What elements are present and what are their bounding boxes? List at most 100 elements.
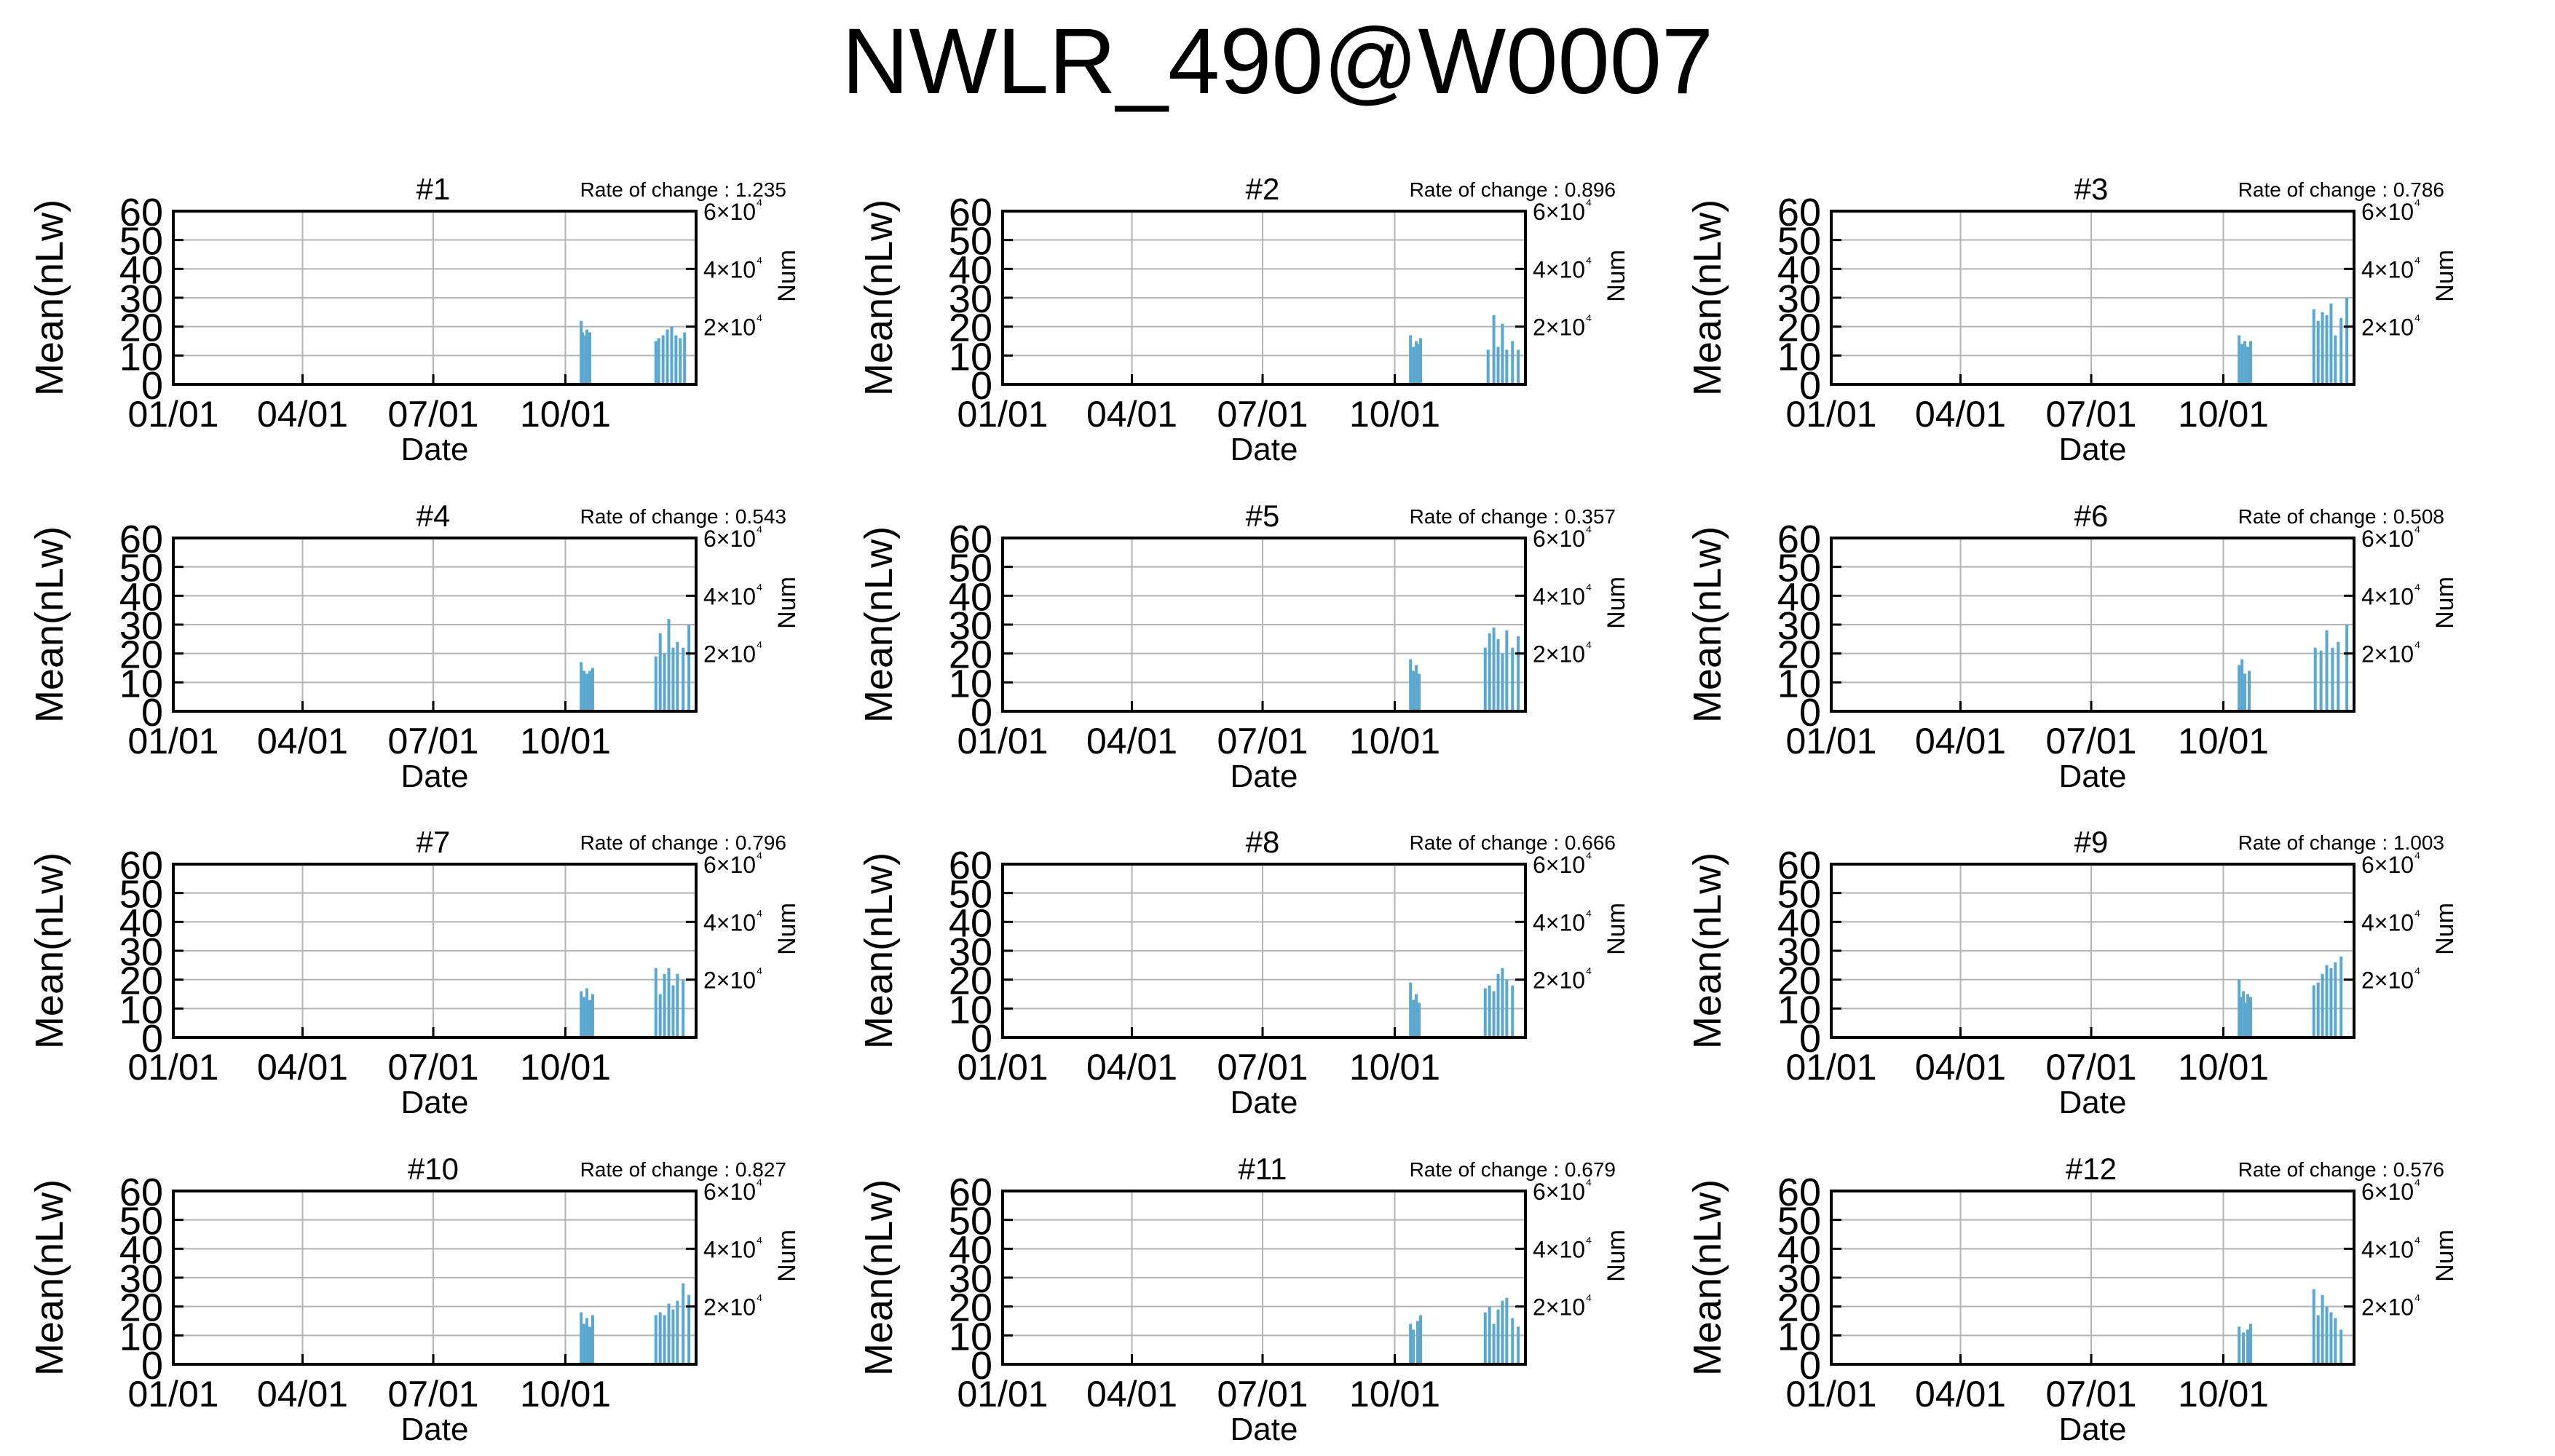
y-tick-label: 20 <box>119 633 163 677</box>
y-tick-label: 50 <box>949 220 992 264</box>
data-bar <box>583 997 586 1037</box>
y2-tick-label: 2×10⁴ <box>2361 638 2421 668</box>
data-bar <box>658 633 662 711</box>
y2-tick-label: 6×10⁴ <box>703 1175 763 1205</box>
y-tick-label: 40 <box>119 1228 163 1272</box>
y-tick-label: 20 <box>949 960 992 1003</box>
x-axis-label: Date <box>401 759 469 794</box>
data-bar <box>1511 341 1515 384</box>
x-tick-label: 04/01 <box>1915 1047 2006 1088</box>
y-axis-label: Mean(nLw) <box>28 1179 71 1376</box>
data-bar <box>583 670 586 711</box>
data-bar <box>666 329 669 384</box>
data-bar <box>1492 314 1496 384</box>
x-tick-label: 07/01 <box>387 1047 478 1088</box>
data-bar <box>1496 347 1500 384</box>
x-tick-label: 10/01 <box>2178 394 2269 435</box>
rate-of-change: Rate of change : 0.666 <box>1410 831 1616 854</box>
x-tick-label: 10/01 <box>520 394 611 435</box>
x-axis-label: Date <box>401 432 469 467</box>
data-bar <box>1501 968 1504 1037</box>
y-tick-label: 30 <box>949 930 992 974</box>
data-bar <box>1483 1312 1487 1364</box>
y2-tick-label: 4×10⁴ <box>703 579 763 609</box>
data-bar <box>580 991 583 1037</box>
rate-of-change: Rate of change : 0.796 <box>580 831 786 854</box>
data-bar <box>1492 627 1496 711</box>
data-bar <box>1501 653 1504 711</box>
y-tick-label: 10 <box>949 335 992 379</box>
y-tick-label: 60 <box>119 1171 163 1214</box>
y-tick-label: 10 <box>1777 1315 1821 1358</box>
data-bar <box>2325 965 2329 1037</box>
data-bar <box>2246 1329 2250 1364</box>
data-bar <box>1409 982 1413 1037</box>
page-title: NWLR_490@W0007 <box>841 9 1714 114</box>
y2-axis-label: Num <box>2431 903 2459 955</box>
y2-tick-label: 2×10⁴ <box>1533 964 1592 994</box>
y-axis-label: Mean(nLw) <box>1686 1179 1729 1376</box>
x-tick-label: 01/01 <box>1785 1047 1876 1088</box>
data-bar <box>1505 349 1509 384</box>
y-tick-label: 30 <box>949 604 992 648</box>
data-bar <box>2240 344 2244 384</box>
data-bar <box>663 1315 666 1364</box>
y2-tick-label: 4×10⁴ <box>1533 1233 1592 1262</box>
y-tick-label: 40 <box>119 248 163 292</box>
x-axis-label: Date <box>1231 1085 1298 1120</box>
x-tick-label: 01/01 <box>1785 1374 1876 1415</box>
subplot-title: #1 <box>416 172 451 206</box>
y2-tick-label: 2×10⁴ <box>2361 1291 2421 1321</box>
y-axis-label: Mean(nLw) <box>1686 199 1729 396</box>
data-bar <box>2319 650 2323 711</box>
x-tick-label: 10/01 <box>1349 1374 1440 1415</box>
y-tick-label: 60 <box>1777 191 1821 234</box>
x-tick-label: 01/01 <box>957 1047 1048 1088</box>
data-bar <box>2313 647 2317 711</box>
data-bar <box>1517 636 1520 711</box>
data-bar <box>1409 335 1413 384</box>
data-bar <box>671 985 675 1037</box>
y-tick-label: 30 <box>119 277 163 321</box>
y-tick-label: 60 <box>949 191 992 234</box>
y2-tick-label: 4×10⁴ <box>2361 253 2421 282</box>
y2-tick-label: 2×10⁴ <box>1533 1291 1592 1321</box>
rate-of-change: Rate of change : 1.235 <box>580 178 786 201</box>
data-bar <box>2329 303 2333 384</box>
data-bar <box>676 641 679 711</box>
y-tick-label: 20 <box>1777 960 1821 1003</box>
x-tick-label: 04/01 <box>1086 721 1177 761</box>
x-axis-label: Date <box>1231 759 1298 794</box>
data-bar <box>588 670 592 711</box>
data-bar <box>2248 670 2251 711</box>
data-bar <box>1415 341 1418 384</box>
x-tick-label: 01/01 <box>127 1374 218 1415</box>
rate-of-change: Rate of change : 0.786 <box>2238 178 2444 201</box>
y-tick-label: 50 <box>949 1200 992 1243</box>
y-tick-label: 20 <box>949 1286 992 1330</box>
data-bar <box>1416 1321 1420 1364</box>
y-tick-label: 50 <box>1777 220 1821 264</box>
y-tick-label: 0 <box>971 1017 992 1061</box>
y-axis-label: Mean(nLw) <box>28 526 71 723</box>
y-tick-label: 0 <box>971 691 992 735</box>
x-tick-label: 07/01 <box>2045 721 2136 761</box>
data-bar <box>2316 1315 2320 1364</box>
y-tick-label: 20 <box>949 633 992 677</box>
data-bar <box>1505 1297 1509 1364</box>
y2-axis-label: Num <box>773 577 801 629</box>
y-tick-label: 50 <box>949 873 992 917</box>
data-bar <box>1415 994 1418 1037</box>
y2-axis-label: Num <box>773 903 801 955</box>
y-axis-label: Mean(nLw) <box>857 526 901 723</box>
y2-tick-label: 2×10⁴ <box>2361 311 2421 341</box>
data-bar <box>2312 985 2315 1037</box>
y-tick-label: 20 <box>119 1286 163 1330</box>
data-bar <box>658 1312 662 1364</box>
x-tick-label: 10/01 <box>2178 1374 2269 1415</box>
y-tick-label: 60 <box>119 191 163 234</box>
y2-tick-label: 4×10⁴ <box>703 253 763 282</box>
